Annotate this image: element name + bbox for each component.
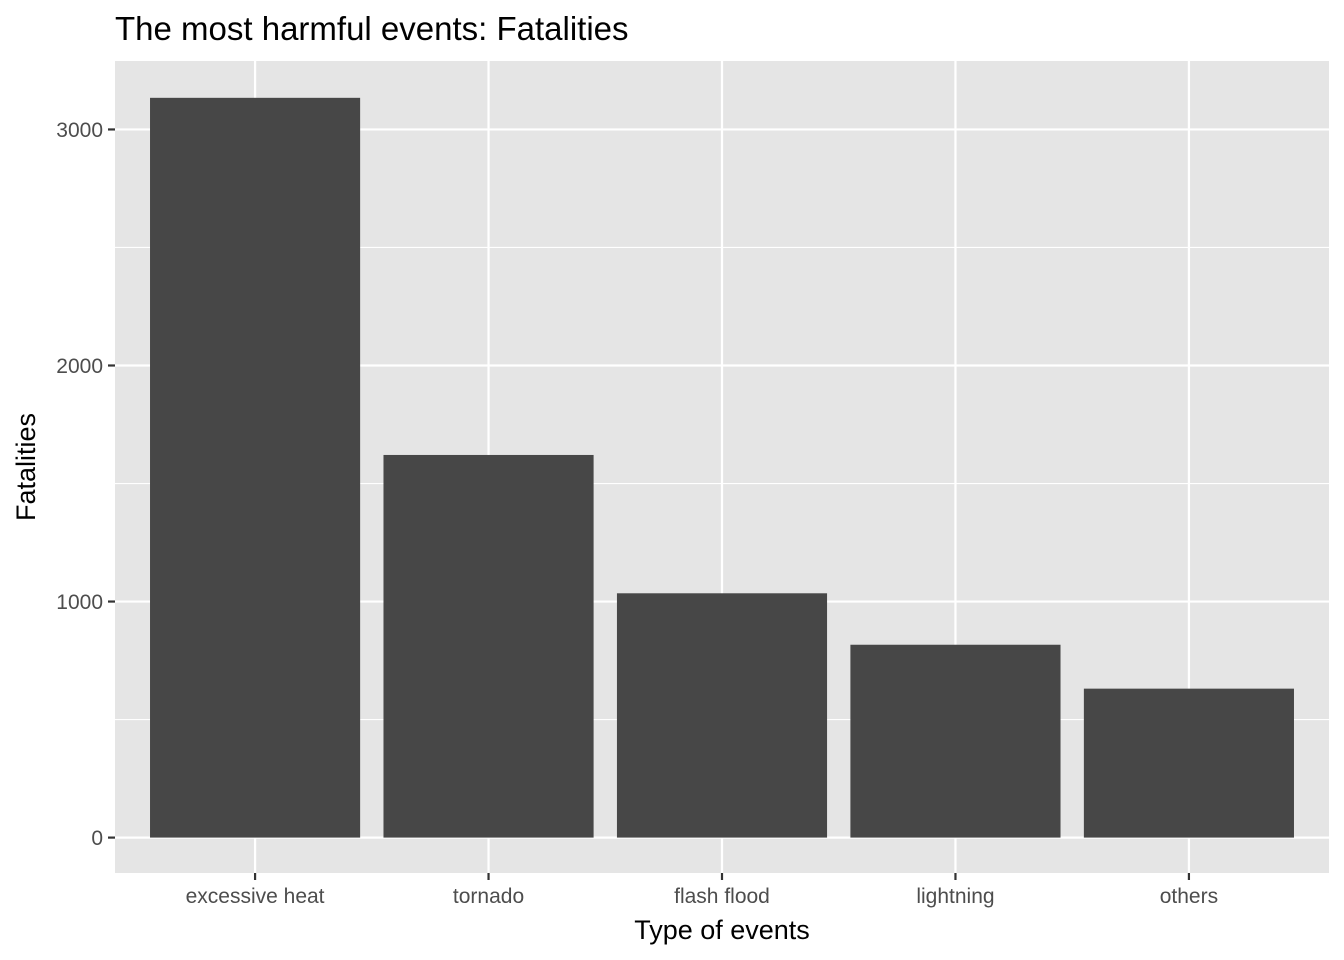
y-axis: 0 1000 2000 3000 bbox=[56, 119, 115, 850]
bar bbox=[383, 454, 594, 838]
bar bbox=[150, 97, 361, 838]
bars bbox=[150, 97, 1294, 838]
bar bbox=[616, 593, 828, 838]
x-tick-label: flash flood bbox=[674, 885, 770, 908]
y-tick-label: 3000 bbox=[56, 119, 103, 142]
y-tick-label: 0 bbox=[91, 827, 103, 850]
x-tick-label: others bbox=[1160, 885, 1218, 908]
bar bbox=[850, 644, 1061, 838]
x-tick-label: tornado bbox=[453, 885, 524, 908]
x-axis-title: Type of events bbox=[634, 915, 810, 945]
x-axis: excessive heat tornado flash flood lightnin… bbox=[186, 873, 1218, 908]
x-tick-label: lightning bbox=[916, 885, 994, 908]
y-tick-label: 1000 bbox=[56, 591, 103, 614]
chart-title: The most harmful events: Fatalities bbox=[115, 10, 629, 47]
x-tick-label: excessive heat bbox=[186, 885, 325, 908]
bar bbox=[1083, 688, 1294, 838]
y-axis-title: Fatalities bbox=[11, 413, 41, 521]
y-tick-label: 2000 bbox=[56, 355, 103, 378]
